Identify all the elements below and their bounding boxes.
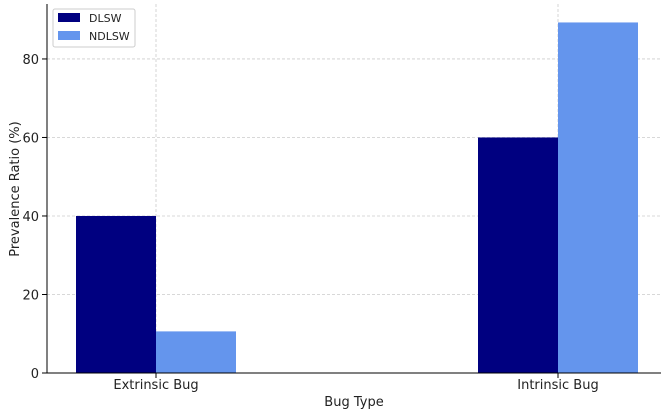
x-tick-label: Intrinsic Bug <box>517 378 598 393</box>
bar-dlsw-extrinsic-bug <box>76 215 156 373</box>
bar-dlsw-intrinsic-bug <box>478 137 558 373</box>
bar-ndlsw-extrinsic-bug <box>156 331 236 373</box>
legend: DLSW NDLSW <box>52 8 136 48</box>
legend-label-dlsw: DLSW <box>89 12 122 25</box>
y-tick-label: 40 <box>22 210 39 225</box>
legend-swatch-dlsw <box>58 13 80 22</box>
y-tick-label: 80 <box>22 53 39 68</box>
x-ticks: Extrinsic Bug Intrinsic Bug <box>113 373 599 393</box>
bar-ndlsw-intrinsic-bug <box>558 22 638 373</box>
y-tick-label: 0 <box>31 367 39 382</box>
legend-label-ndlsw: NDLSW <box>89 30 130 43</box>
bars <box>76 22 638 373</box>
y-tick-label: 20 <box>22 288 39 303</box>
y-tick-label: 60 <box>22 131 39 146</box>
legend-swatch-ndlsw <box>58 31 80 40</box>
x-axis-title: Bug Type <box>324 395 383 410</box>
y-ticks: 0 20 40 60 80 <box>22 53 47 382</box>
x-tick-label: Extrinsic Bug <box>113 378 198 393</box>
y-axis-title: Prevalence Ratio (%) <box>8 121 23 256</box>
